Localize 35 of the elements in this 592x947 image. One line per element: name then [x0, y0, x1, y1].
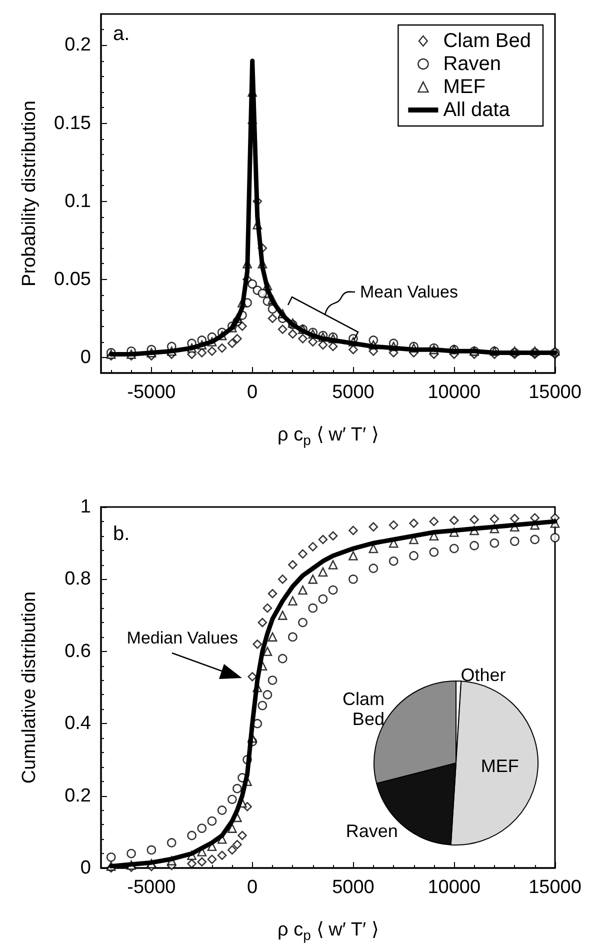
legend-label: Clam Bed — [443, 30, 531, 52]
y-tick-label: 1 — [80, 496, 91, 518]
x-tick-label: 10000 — [428, 382, 481, 403]
x-tick-label: -5000 — [127, 877, 176, 898]
y-tick-label: 0.1 — [64, 190, 91, 212]
x-tick-label: 0 — [247, 877, 258, 898]
x-tick-label: 10000 — [428, 877, 481, 898]
x-tick-label: 5000 — [332, 877, 374, 898]
x-tick-label: 15000 — [528, 877, 582, 898]
x-tick-label: 5000 — [332, 382, 374, 403]
slice-label: MEF — [480, 756, 519, 776]
slice-label: Raven — [346, 820, 398, 841]
y-axis-title: Cumulative distribution — [19, 591, 40, 784]
x-tick-label: -5000 — [127, 382, 176, 403]
x-tick-label: 0 — [247, 382, 258, 403]
x-tick-label: 15000 — [528, 382, 582, 403]
legend-label: Raven — [443, 53, 501, 75]
legend-label: MEF — [443, 76, 486, 98]
y-tick-label: 0.2 — [64, 34, 91, 56]
slice-label: Clam Bed — [342, 689, 384, 730]
y-tick-label: 0.15 — [54, 112, 91, 134]
annotation: b. — [113, 523, 130, 545]
annotation: Mean Values — [360, 282, 458, 302]
y-tick-label: 0.4 — [64, 713, 92, 734]
slice-label: Other — [460, 665, 506, 686]
y-tick-label: 0 — [80, 858, 91, 878]
legend-label: All data — [443, 99, 511, 121]
y-tick-label: 0.2 — [64, 785, 91, 806]
y-tick-label: 0 — [80, 346, 91, 368]
annotation: Median Values — [126, 628, 238, 648]
y-tick-label: 0.6 — [64, 640, 91, 662]
y-axis-title: Probability distribution — [19, 100, 40, 286]
y-tick-label: 0.8 — [64, 568, 91, 590]
annotation: a. — [113, 23, 130, 45]
y-tick-label: 0.05 — [54, 268, 91, 290]
